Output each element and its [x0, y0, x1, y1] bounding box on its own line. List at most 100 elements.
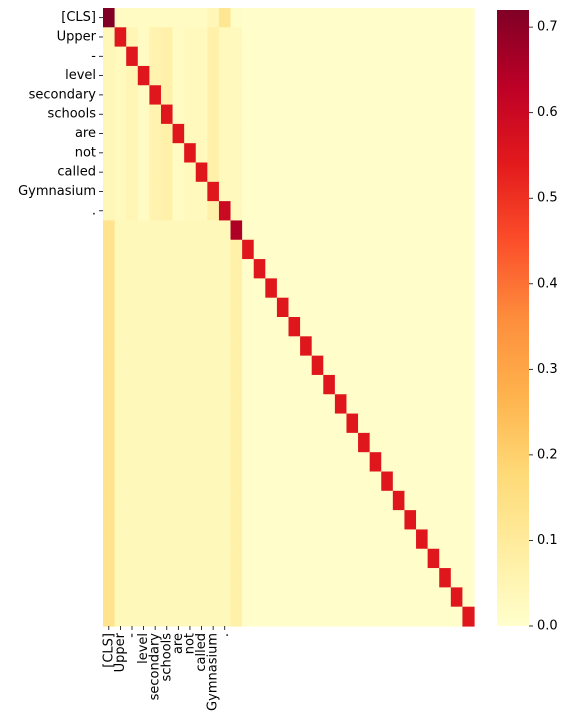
- heatmap-cell: [253, 278, 266, 299]
- heatmap-cell: [450, 355, 463, 376]
- heatmap-cell: [137, 8, 150, 28]
- heatmap-cell: [404, 374, 417, 395]
- heatmap-cell: [462, 413, 475, 434]
- heatmap-cell: [253, 432, 266, 453]
- heatmap-cell: [184, 65, 197, 86]
- heatmap-cell: [334, 162, 348, 183]
- heatmap-cell: [334, 336, 348, 357]
- y-tick-label: level: [65, 68, 96, 83]
- heatmap-cell: [323, 374, 336, 395]
- heatmap-cell: [184, 278, 197, 299]
- heatmap-cell: [381, 471, 394, 492]
- heatmap-cell: [462, 548, 475, 569]
- heatmap-cell: [114, 490, 127, 511]
- heatmap-cell: [346, 278, 359, 299]
- heatmap-cell: [230, 46, 243, 67]
- heatmap-cell: [276, 336, 290, 357]
- heatmap-cell: [114, 162, 127, 183]
- heatmap-cell: [427, 490, 440, 511]
- heatmap-cell: [160, 278, 174, 299]
- heatmap-cell: [392, 413, 406, 434]
- heatmap-cell: [276, 46, 290, 67]
- heatmap-cell: [126, 490, 139, 511]
- heatmap-cell: [427, 46, 440, 67]
- heatmap-cell: [207, 529, 220, 550]
- heatmap-cell: [265, 259, 278, 279]
- heatmap-cell: [230, 201, 243, 222]
- heatmap-cell: [369, 336, 382, 357]
- heatmap-cell: [334, 220, 348, 241]
- y-tick-label: .: [92, 203, 96, 218]
- heatmap-cell: [300, 394, 313, 415]
- heatmap-cell: [450, 239, 463, 260]
- heatmap-cell: [381, 568, 394, 588]
- heatmap-cell: [427, 8, 440, 28]
- heatmap-cell: [427, 568, 440, 588]
- heatmap-cell: [195, 606, 208, 627]
- heatmap-cell: [346, 336, 359, 357]
- heatmap-cell: [184, 162, 197, 183]
- heatmap-cell: [253, 143, 266, 164]
- heatmap-cell: [288, 220, 301, 241]
- heatmap-cell: [253, 606, 266, 627]
- heatmap-cell: [427, 452, 440, 473]
- heatmap-cell: [265, 27, 278, 48]
- heatmap-cell: [358, 510, 371, 531]
- heatmap-cell: [126, 510, 139, 531]
- heatmap-cell: [149, 548, 162, 569]
- x-tick-label: Gymnasium: [206, 633, 221, 711]
- heatmap-cell: [126, 394, 139, 415]
- heatmap-cell: [218, 510, 232, 531]
- heatmap-cell: [450, 490, 463, 511]
- heatmap-cell: [369, 181, 382, 202]
- heatmap-cell: [392, 46, 406, 67]
- heatmap-cell: [311, 8, 324, 28]
- heatmap-cell: [358, 606, 371, 627]
- heatmap-cell: [207, 65, 220, 86]
- heatmap-cell: [311, 374, 324, 395]
- heatmap-cell: [218, 46, 232, 67]
- heatmap-cell: [439, 394, 452, 415]
- heatmap-cell: [265, 104, 278, 125]
- heatmap-cell: [392, 432, 406, 453]
- heatmap-cell: [172, 27, 185, 48]
- heatmap-cell: [416, 259, 429, 279]
- heatmap-cell: [160, 568, 174, 588]
- heatmap-cell: [369, 413, 382, 434]
- heatmap-cell: [172, 104, 185, 125]
- heatmap-cell: [230, 336, 243, 357]
- heatmap-cell: [369, 104, 382, 125]
- heatmap-cell: [137, 374, 150, 395]
- heatmap-cell: [253, 413, 266, 434]
- heatmap-cell: [276, 355, 290, 376]
- heatmap-cell: [416, 85, 429, 106]
- heatmap-cell: [416, 529, 429, 550]
- heatmap-cell: [103, 201, 116, 222]
- heatmap-cell: [334, 490, 348, 511]
- heatmap-cell: [358, 220, 371, 241]
- heatmap-cell: [450, 181, 463, 202]
- heatmap-cell: [392, 394, 406, 415]
- y-tick-label: called: [57, 165, 96, 180]
- heatmap-cell: [381, 336, 394, 357]
- heatmap-cell: [230, 239, 243, 260]
- heatmap-cell: [427, 394, 440, 415]
- heatmap-cell: [184, 317, 197, 337]
- heatmap-cell: [450, 413, 463, 434]
- heatmap-cell: [172, 8, 185, 28]
- y-tick-label: not: [75, 145, 96, 160]
- heatmap-cell: [323, 413, 336, 434]
- heatmap-cell: [392, 239, 406, 260]
- heatmap-cell: [334, 278, 348, 299]
- heatmap-cell: [218, 297, 232, 318]
- heatmap-cell: [392, 355, 406, 376]
- heatmap-cell: [149, 317, 162, 337]
- heatmap-cell: [160, 317, 174, 337]
- heatmap-cell: [358, 278, 371, 299]
- heatmap-cell: [253, 46, 266, 67]
- heatmap-cell: [137, 587, 150, 608]
- heatmap-cell: [218, 278, 232, 299]
- heatmap-cell: [230, 548, 243, 569]
- heatmap-cell: [137, 85, 150, 106]
- heatmap-cell: [160, 510, 174, 531]
